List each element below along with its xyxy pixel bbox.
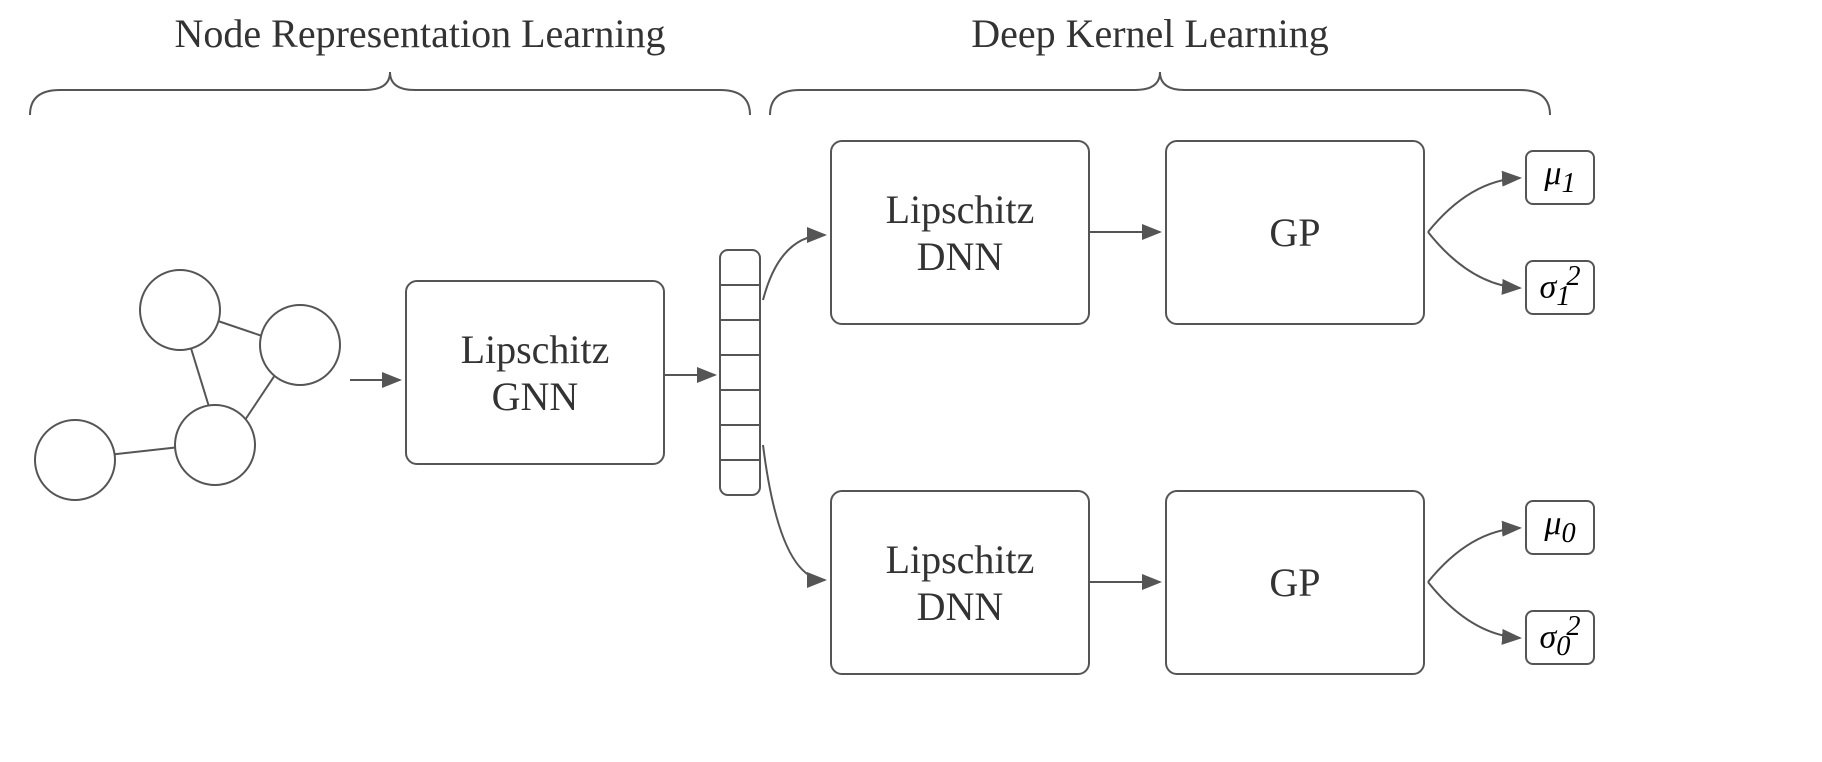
dnn1-line1: Lipschitz (886, 186, 1035, 233)
mu1-label: μ1 (1544, 155, 1575, 200)
mu0-label: μ0 (1544, 505, 1575, 550)
sigma1-label: σ12 (1539, 261, 1580, 313)
gnn-line2: GNN (492, 373, 579, 420)
mu1-box: μ1 (1525, 150, 1595, 205)
gp0-label: GP (1269, 559, 1320, 606)
section-title-dkl: Deep Kernel Learning (870, 10, 1430, 57)
gp0-box: GP (1165, 490, 1425, 675)
gnn-box: Lipschitz GNN (405, 280, 665, 465)
section-title-nrl: Node Representation Learning (140, 10, 700, 57)
brace-right (770, 72, 1550, 115)
sigma0-box: σ02 (1525, 610, 1595, 665)
vector-stack (720, 250, 760, 495)
brace-left (30, 72, 750, 115)
gp1-box: GP (1165, 140, 1425, 325)
dnn1-box: Lipschitz DNN (830, 140, 1090, 325)
sigma0-label: σ02 (1539, 611, 1580, 663)
gp1-label: GP (1269, 209, 1320, 256)
graph-nodes (35, 270, 340, 500)
gnn-line1: Lipschitz (461, 326, 610, 373)
mu0-box: μ0 (1525, 500, 1595, 555)
dnn0-line2: DNN (917, 583, 1004, 630)
dnn0-box: Lipschitz DNN (830, 490, 1090, 675)
dnn0-line1: Lipschitz (886, 536, 1035, 583)
sigma1-box: σ12 (1525, 260, 1595, 315)
dnn1-line2: DNN (917, 233, 1004, 280)
